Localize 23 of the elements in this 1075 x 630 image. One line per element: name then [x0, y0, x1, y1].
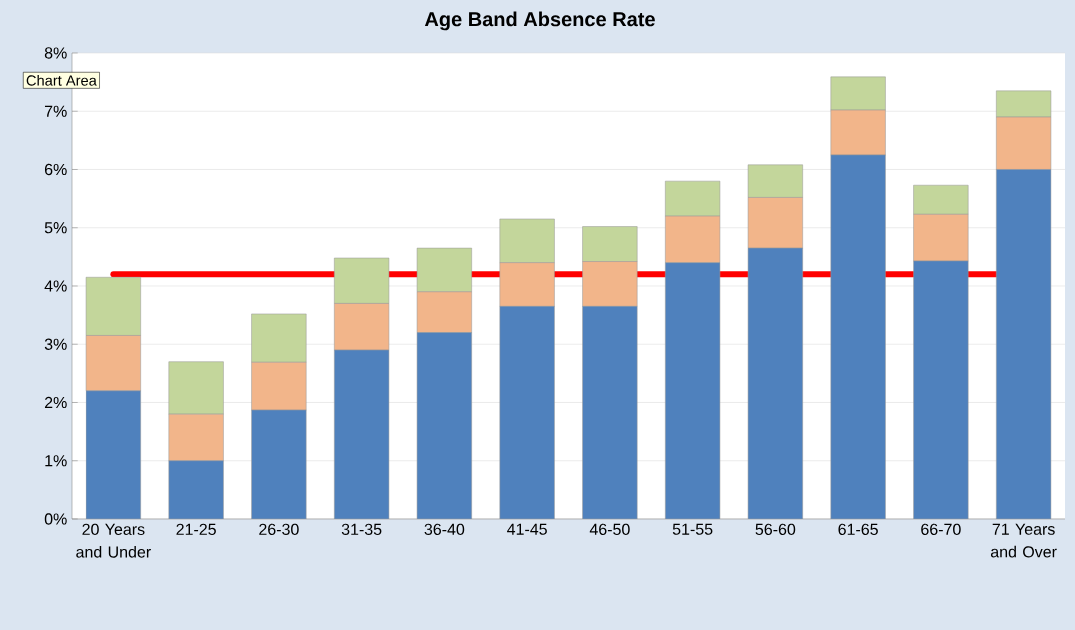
x-tick-label: 26-30 — [259, 523, 299, 536]
y-tick-label: 5% — [44, 222, 67, 234]
y-tick-label: 0% — [44, 513, 67, 525]
y-tick-label: 1% — [45, 455, 67, 467]
x-tick-label: 36-40 — [424, 523, 465, 536]
x-tick-label: 31-35 — [341, 523, 382, 536]
y-tick-label: 7% — [44, 105, 67, 117]
y-tick-label: 2% — [44, 396, 67, 409]
y-tick-label: 4% — [44, 280, 67, 292]
x-tick-label: 46-50 — [589, 523, 630, 536]
y-tick-label: 6% — [44, 163, 67, 176]
x-tick-label: 51-55 — [672, 523, 713, 535]
y-tick-label: 3% — [44, 338, 67, 350]
x-tick-label: 66-70 — [921, 523, 961, 536]
x-tick-label: 41-45 — [507, 523, 547, 535]
x-tick-label: 20 Years and Under — [76, 523, 151, 558]
x-tick-label: 21-25 — [176, 523, 216, 536]
y-tick-label: 8% — [44, 47, 67, 59]
x-tick-label: 61-65 — [838, 523, 878, 536]
annotation: Chart Area — [26, 74, 97, 86]
chart-title: Age Band Absence Rate — [424, 11, 655, 31]
x-tick-label: 56-60 — [755, 523, 796, 536]
x-tick-label: 71 Years and Over — [990, 523, 1057, 558]
